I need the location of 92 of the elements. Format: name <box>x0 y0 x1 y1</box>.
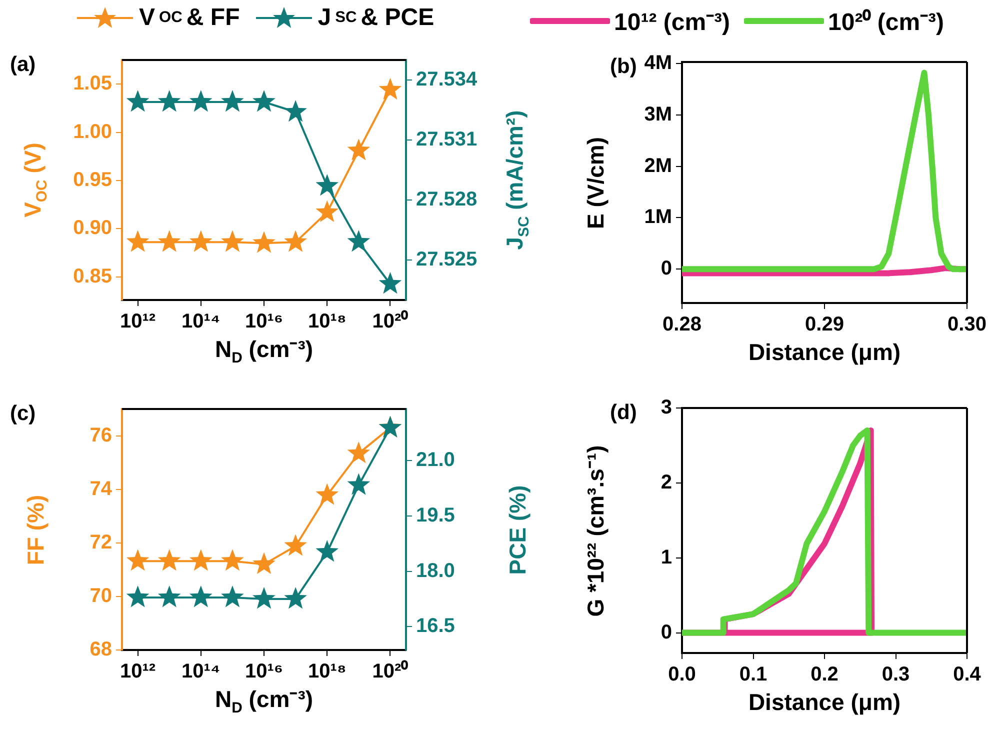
y-tick-label: 76 <box>90 424 112 446</box>
y-axis-title: FF (%) <box>22 494 48 565</box>
y2-tick-label: 21.0 <box>416 448 455 471</box>
y-tick-label: 0.95 <box>73 169 112 191</box>
x-tick-label: 10²⁰ <box>372 310 408 333</box>
x-tick-label: 10¹² <box>120 660 156 683</box>
x-tick-label: 10¹⁶ <box>244 660 284 683</box>
x-axis-title: N$_{D}$ (cm⁻³) <box>214 336 314 367</box>
point <box>347 473 370 495</box>
point <box>316 540 339 562</box>
y2-tick-label: 18.0 <box>416 560 455 582</box>
y2-tick-label: 27.528 <box>416 188 478 211</box>
x-tick-label: 0.1 <box>739 664 768 686</box>
y-tick-label: 3 <box>660 396 672 419</box>
x-tick-label: 0.30 <box>948 314 986 336</box>
x-tick-label: 0.28 <box>662 314 702 336</box>
point <box>221 549 244 571</box>
y-tick-label: 1.05 <box>73 72 112 95</box>
point <box>126 230 150 252</box>
y2-tick-label: 27.525 <box>416 248 478 271</box>
x-axis-title: N$_{D}$ (cm⁻³) <box>214 686 314 717</box>
y2-axis-title: PCE (%) <box>504 484 530 574</box>
x-axis-title: Distance (μm) <box>748 339 901 365</box>
point <box>316 483 339 505</box>
x-tick-label: 10¹² <box>120 310 156 333</box>
point <box>252 552 276 574</box>
point <box>252 231 276 253</box>
point <box>126 90 150 112</box>
point <box>316 174 339 196</box>
x-tick-label: 10²⁰ <box>372 660 408 683</box>
y-tick-label: 2 <box>660 471 672 494</box>
y-tick-label: 68 <box>90 638 112 661</box>
x-tick-label: 10¹⁸ <box>308 660 346 683</box>
chart-title: (d) <box>610 401 637 424</box>
y-tick-label: 1.00 <box>73 120 112 143</box>
point <box>284 230 307 252</box>
point <box>158 586 181 608</box>
point <box>126 549 150 571</box>
x-tick-label: 0.2 <box>810 664 838 686</box>
point <box>189 549 212 571</box>
y2-tick-label: 19.5 <box>416 504 455 526</box>
y-tick-label: 0 <box>660 621 672 644</box>
y2-tick-label: 27.531 <box>416 128 478 151</box>
x-tick-label: 0.3 <box>882 664 910 686</box>
point <box>189 90 212 112</box>
point <box>189 230 212 252</box>
y-tick-label: 74 <box>90 478 113 500</box>
legend-label: 10²⁰ (cm⁻³) <box>828 8 944 37</box>
point <box>189 586 212 608</box>
x-tick-label: 0.4 <box>953 664 982 686</box>
y-tick-label: 4M <box>644 52 672 74</box>
x-axis-title: Distance (μm) <box>748 689 901 715</box>
y-tick-label: 72 <box>90 531 112 554</box>
point <box>158 549 181 571</box>
y2-tick-label: 27.534 <box>416 68 478 91</box>
x-tick-label: 0.29 <box>805 314 844 336</box>
y-tick-label: 0.85 <box>73 265 112 288</box>
point <box>347 230 370 252</box>
point <box>221 90 244 112</box>
point <box>347 441 370 464</box>
point <box>284 586 307 609</box>
x-tick-label: 10¹⁴ <box>181 310 220 333</box>
point <box>347 138 370 160</box>
y-tick-label: 0 <box>660 258 672 280</box>
y-tick-label: 2M <box>644 154 672 177</box>
point <box>316 200 339 222</box>
y-axis-title: E (V/cm) <box>582 136 608 229</box>
y-axis-title: G *10²² (cm³.s⁻¹) <box>582 444 608 616</box>
point <box>252 90 276 112</box>
y2-tick-label: 16.5 <box>416 615 455 638</box>
chart-title: (b) <box>610 55 637 78</box>
point <box>221 230 244 252</box>
chart-title: (a) <box>10 53 36 76</box>
point <box>158 90 181 112</box>
point <box>126 586 150 608</box>
y-tick-label: 1M <box>644 206 672 228</box>
x-tick-label: 10¹⁴ <box>181 660 220 683</box>
point <box>284 534 307 556</box>
y-tick-label: 0.90 <box>73 217 112 240</box>
y-tick-label: 3M <box>644 103 672 126</box>
point <box>378 78 402 100</box>
point <box>221 586 244 608</box>
point <box>378 272 402 294</box>
x-tick-label: 0.0 <box>668 664 696 686</box>
point <box>158 230 181 252</box>
point <box>252 586 276 609</box>
y-tick-label: 1 <box>660 546 672 568</box>
legend-label: 10¹² (cm⁻³) <box>614 8 730 37</box>
x-tick-label: 10¹⁶ <box>244 310 284 333</box>
chart-title: (c) <box>10 402 36 425</box>
y-tick-label: 70 <box>90 584 112 607</box>
x-tick-label: 10¹⁸ <box>308 310 346 333</box>
